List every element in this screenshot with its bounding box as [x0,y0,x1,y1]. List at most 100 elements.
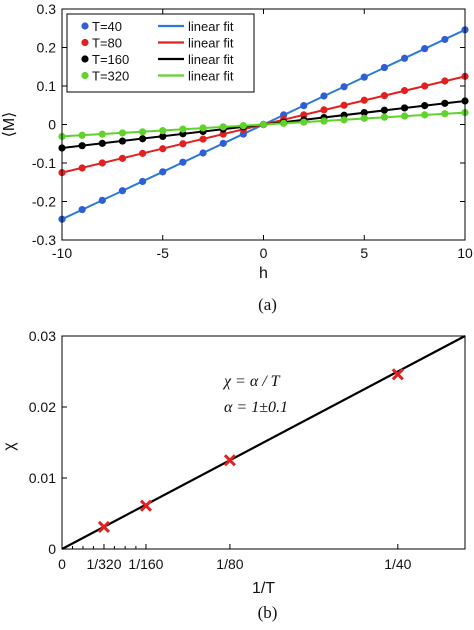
data-point-t-160 [360,108,368,117]
data-point-t-40 [159,168,167,176]
data-point-t-80 [219,130,227,138]
data-point-t-80 [139,149,147,157]
data-point-t-160 [421,102,429,110]
data-point-t-80 [421,82,429,90]
cross-stroke [223,454,236,467]
data-point-t-40 [78,205,86,214]
data-point-t-320 [441,110,449,118]
data-point-t-80 [441,77,449,85]
data-point-t-320 [320,117,328,125]
y-tick-label: 0 [48,117,56,133]
y-tick-label: 0.2 [37,40,57,56]
x-tick-label: 0 [260,245,268,261]
x-tick-label: 5 [360,245,368,261]
panel-b: 0 1/320 1/160 1/80 1/40 0 0.01 0.02 0.03 1/T χ χ… [1,328,466,622]
x-tick-label: 0 [58,556,66,572]
data-point-t-80 [400,87,409,95]
legend-marker [81,38,89,47]
cross-stroke [97,520,111,534]
data-point-t-160 [400,104,409,112]
legend-fit-label: linear fit [188,19,234,34]
data-point-t-40 [199,149,207,157]
y-tick-label: 0.02 [29,399,56,415]
legend-fit-label: linear fit [188,69,234,84]
data-point-t-320 [400,112,409,120]
data-point-t-40 [441,35,449,44]
panel-a-x-axis-label: h [259,265,268,282]
data-point-t-40 [400,54,409,62]
legend-series-label: T=320 [92,69,129,84]
panel-a-data-points [58,26,469,223]
y-tick-label: 0.01 [29,470,56,486]
data-point-t-80 [179,140,187,148]
panel-b-fit-line [61,335,466,550]
legend-marker [81,22,89,30]
data-point-t-80 [300,111,308,119]
panel-b-plot-frame [61,335,466,550]
y-tick-label: -0.3 [32,232,56,248]
data-point-t-320 [300,118,308,126]
data-point-t-320 [380,113,388,121]
data-point-t-160 [441,99,449,107]
data-point-t-40 [360,73,368,81]
data-point-t-320 [199,124,207,132]
data-point-t-80 [320,106,328,114]
x-tick-label: 1/320 [86,556,121,572]
data-point-t-80 [159,145,167,153]
panel-b-data-points [97,368,404,534]
panel-a-tick-labels: -10 -5 0 5 10 -0.3 -0.2 -0.1 0 0.1 0.2 0.3 [32,1,473,261]
data-point-t-320 [159,127,167,135]
data-point-t-320 [280,119,288,127]
data-point-t-40 [421,45,429,53]
data-point-t-320 [421,111,429,119]
x-tick-label: 10 [457,245,473,261]
panel-b-caption: (b) [258,603,278,622]
legend-series-label: T=80 [92,36,122,51]
y-tick-label: 0.3 [37,1,57,17]
data-point-t-40 [118,187,127,195]
data-point-t-40 [340,83,348,91]
panel-a-y-axis-label: ⟨M⟩ [1,112,18,138]
panel-b-tick-labels: 0 1/320 1/160 1/80 1/40 0 0.01 0.02 0.03 [29,328,412,572]
data-point-t-320 [259,120,268,129]
panel-a: -10 -5 0 5 10 -0.3 -0.2 -0.1 0 0.1 0.2 0.3 h ⟨M⟩ T=… [1,1,473,314]
panel-b-x-axis-label: 1/T [252,580,275,597]
x-tick-label: -10 [52,245,72,261]
data-point-t-320 [239,122,247,130]
legend-marker [81,71,89,80]
y-tick-label: 0.03 [29,328,56,344]
data-point-t-320 [98,130,106,138]
legend-marker [81,55,89,63]
x-tick-label: 1/80 [216,556,243,572]
data-point-t-80 [360,96,368,104]
legend-fit-label: linear fit [188,36,234,51]
data-point-t-40 [139,177,147,186]
data-point-t-40 [320,92,328,100]
data-point-t-320 [139,128,147,136]
data-point-t-320 [118,129,127,137]
legend-series-label: T=160 [92,52,129,67]
legend-fit-label: linear fit [188,52,234,67]
panel-b-annotation-alpha: α = 1±0.1 [224,399,288,416]
data-point-t-160 [118,137,127,145]
legend-series-label: T=40 [92,19,122,34]
panel-a-caption: (a) [258,295,277,314]
data-point-t-160 [139,135,147,143]
x-tick-label: 1/160 [128,556,163,572]
y-tick-label: -0.1 [32,155,56,171]
panel-a-plot-frame [61,8,466,241]
data-point-t-320 [179,125,187,133]
data-point-cross [97,520,111,534]
y-tick-label: 0 [48,541,56,557]
data-point-cross [223,454,236,467]
panel-b-annotation-formula: χ = α / T [222,373,281,390]
panel-a-legend: T=40 linear fit T=80 linear fit T=160 linear … [66,13,255,93]
data-point-t-40 [98,196,106,204]
data-point-t-80 [78,164,86,172]
cross-stroke [391,368,404,381]
data-point-t-40 [219,139,227,147]
data-point-t-40 [380,63,388,72]
data-point-t-320 [78,131,86,139]
y-tick-label: -0.2 [32,194,56,210]
